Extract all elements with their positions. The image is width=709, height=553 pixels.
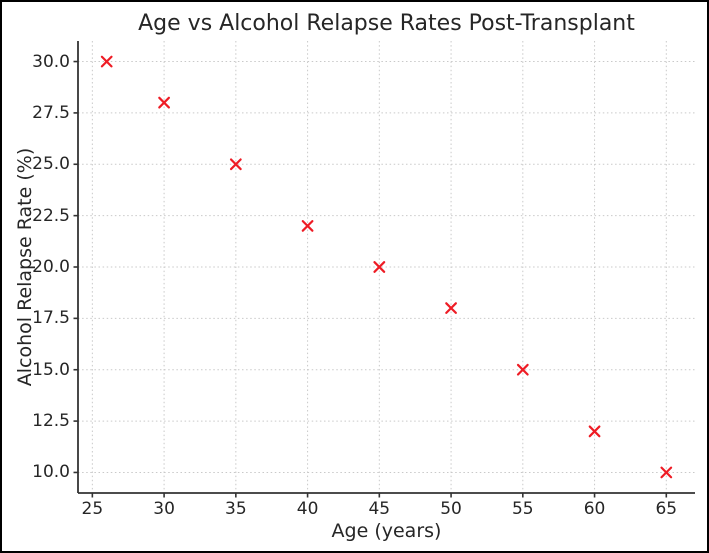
data-point bbox=[373, 261, 386, 273]
x-tick-label: 30 bbox=[153, 499, 175, 519]
x-tick-label: 50 bbox=[440, 499, 462, 519]
x-tick-label: 55 bbox=[511, 499, 534, 519]
y-tick-label: 20.0 bbox=[32, 257, 70, 277]
data-point bbox=[301, 220, 314, 232]
y-tick-label: 27.5 bbox=[32, 102, 70, 123]
chart-title: Age vs Alcohol Relapse Rates Post-Transp… bbox=[138, 11, 635, 36]
data-point bbox=[588, 425, 601, 438]
x-tick-label: 65 bbox=[655, 499, 678, 519]
x-tick-label: 35 bbox=[225, 499, 247, 519]
y-tick-label: 10.0 bbox=[32, 462, 70, 483]
y-tick-label: 22.5 bbox=[32, 205, 70, 226]
x-tick-label: 25 bbox=[81, 499, 104, 519]
x-tick-label: 60 bbox=[583, 499, 606, 519]
y-axis-label: Alcohol Relapse Rate (%) bbox=[14, 147, 36, 387]
y-tick-label: 17.5 bbox=[32, 308, 70, 329]
y-tick-label: 30.0 bbox=[32, 51, 70, 72]
y-tick-label: 15.0 bbox=[32, 359, 70, 380]
data-point bbox=[229, 158, 242, 171]
y-tick-label: 12.5 bbox=[32, 411, 70, 432]
data-point bbox=[100, 55, 113, 68]
y-tick-label: 25.0 bbox=[32, 154, 70, 175]
data-point bbox=[660, 466, 673, 479]
x-tick-label: 40 bbox=[296, 499, 319, 519]
data-point bbox=[516, 363, 529, 376]
data-point bbox=[445, 302, 457, 314]
data-point bbox=[158, 96, 170, 109]
plot-area bbox=[73, 41, 695, 498]
x-axis-label: Age (years) bbox=[331, 520, 442, 542]
x-tick-label: 45 bbox=[368, 499, 391, 519]
